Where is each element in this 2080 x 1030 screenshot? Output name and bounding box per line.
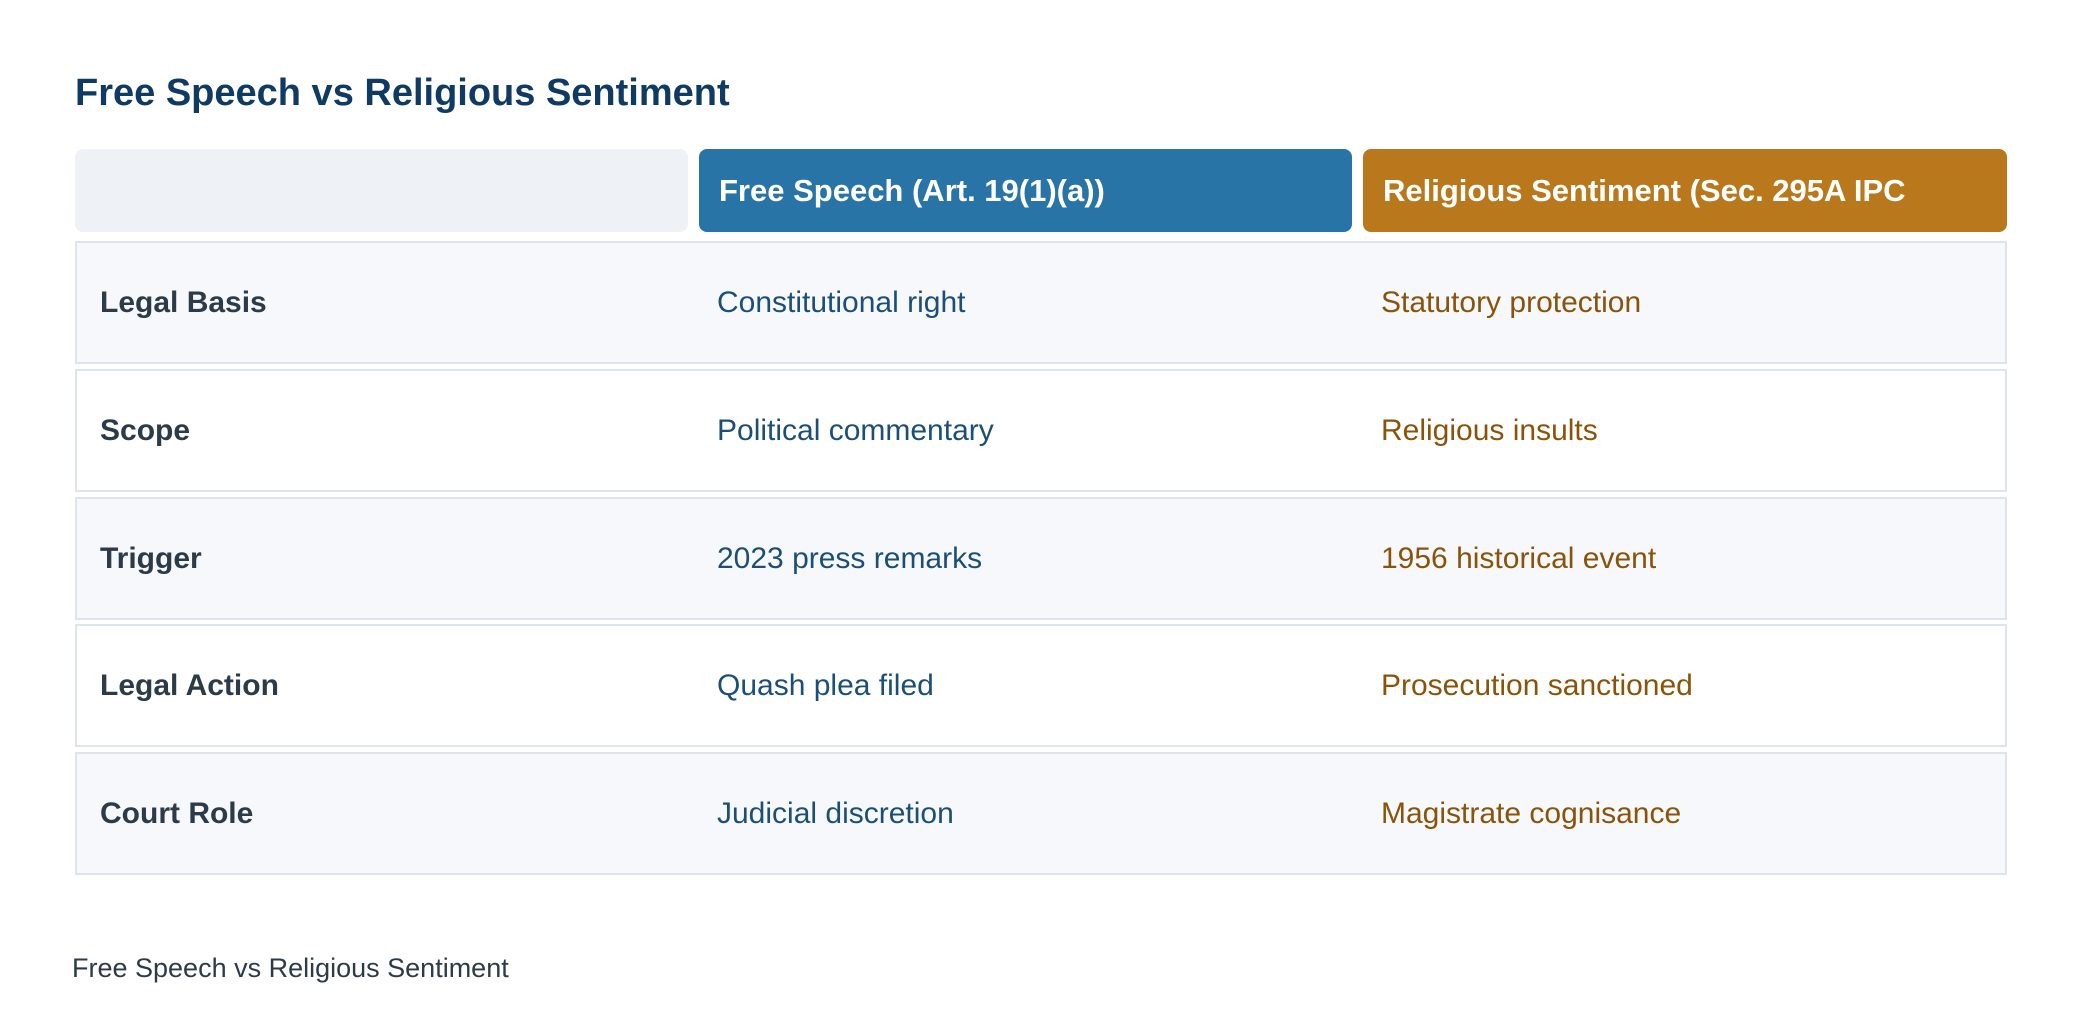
table-row: Court Role Judicial discretion Magistrate …	[75, 752, 2007, 875]
table-cell: Quash plea filed	[717, 668, 934, 702]
table-cell: Statutory protection	[1381, 285, 1642, 319]
table-cell: Judicial discretion	[717, 796, 954, 830]
table-row: Scope Political commentary Religious insul…	[75, 369, 2007, 492]
caption: Free Speech vs Religious Sentiment	[72, 953, 509, 983]
row-label: Court Role	[100, 796, 254, 830]
table-row: Legal Action Quash plea filed Prosecution …	[75, 624, 2007, 747]
column-header: Free Speech (Art. 19(1)(a))	[699, 149, 1352, 232]
table-cell: Religious insults	[1381, 413, 1598, 447]
row-label: Legal Action	[100, 668, 279, 702]
page-title: Free Speech vs Religious Sentiment	[75, 72, 730, 114]
header-blank	[75, 149, 688, 232]
table-cell: Magistrate cognisance	[1381, 796, 1682, 830]
row-label: Scope	[100, 413, 191, 447]
table-cell: Political commentary	[717, 413, 994, 447]
table-cell: Prosecution sanctioned	[1381, 668, 1693, 702]
table-row: Legal Basis Constitutional right Statutory…	[75, 241, 2007, 364]
table-cell: 2023 press remarks	[717, 541, 983, 575]
table-row: Trigger 2023 press remarks 1956 historical…	[75, 497, 2007, 620]
table-cell: Constitutional right	[717, 285, 966, 319]
row-label: Trigger	[100, 541, 202, 575]
column-header: Religious Sentiment (Sec. 295A IPC	[1363, 149, 2007, 232]
table-cell: 1956 historical event	[1381, 541, 1657, 575]
row-label: Legal Basis	[100, 285, 267, 319]
